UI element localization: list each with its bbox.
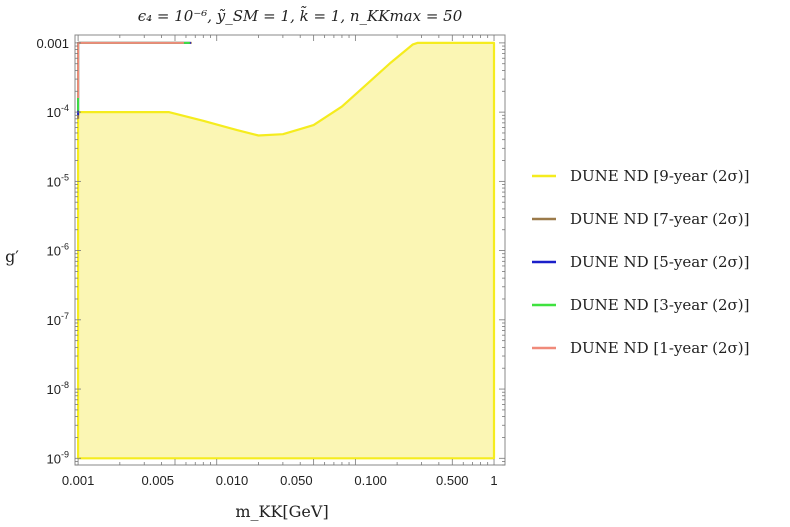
x-tick-label: 1 (490, 473, 497, 488)
x-axis-label: m_KK[GeV] (235, 502, 328, 521)
y-axis-label: g′ (5, 247, 19, 266)
y-tick-labels: 0.001 10-4 10-5 10-6 10-7 10-8 10-9 (36, 36, 69, 466)
tick-marks (75, 35, 505, 466)
y-tick-label: 10-4 (47, 103, 69, 120)
x-tick-label: 0.100 (354, 473, 387, 488)
y-tick-label: 10-5 (47, 172, 69, 189)
x-tick-label: 0.005 (141, 473, 174, 488)
x-tick-label: 0.050 (280, 473, 313, 488)
x-tick-label: 0.500 (436, 473, 469, 488)
plot-area (74, 34, 506, 466)
legend-label: DUNE ND [1-year (2σ)] (570, 339, 749, 357)
legend-label: DUNE ND [9-year (2σ)] (570, 167, 749, 185)
series-9-year-contour (77, 41, 496, 460)
x-tick-label: 0.001 (62, 473, 95, 488)
legend-label: DUNE ND [7-year (2σ)] (570, 210, 749, 228)
y-tick-label: 10-6 (47, 242, 69, 259)
x-tick-label: 0.010 (216, 473, 249, 488)
chart-title: ϵ₄ = 10⁻⁶, ỹ_SM = 1, k̃ = 1, n_KKmax = 5… (138, 6, 463, 25)
y-tick-label: 10-8 (47, 380, 69, 397)
x-tick-labels: 0.001 0.005 0.010 0.050 0.100 0.500 1 (62, 473, 498, 488)
legend-label: DUNE ND [3-year (2σ)] (570, 296, 749, 314)
legend: DUNE ND [9-year (2σ)] DUNE ND [7-year (2σ… (532, 167, 749, 357)
y-tick-label: 10-7 (47, 311, 69, 328)
legend-label: DUNE ND [5-year (2σ)] (570, 253, 749, 271)
y-tick-label: 10-9 (47, 449, 69, 466)
y-tick-label: 0.001 (36, 36, 69, 51)
